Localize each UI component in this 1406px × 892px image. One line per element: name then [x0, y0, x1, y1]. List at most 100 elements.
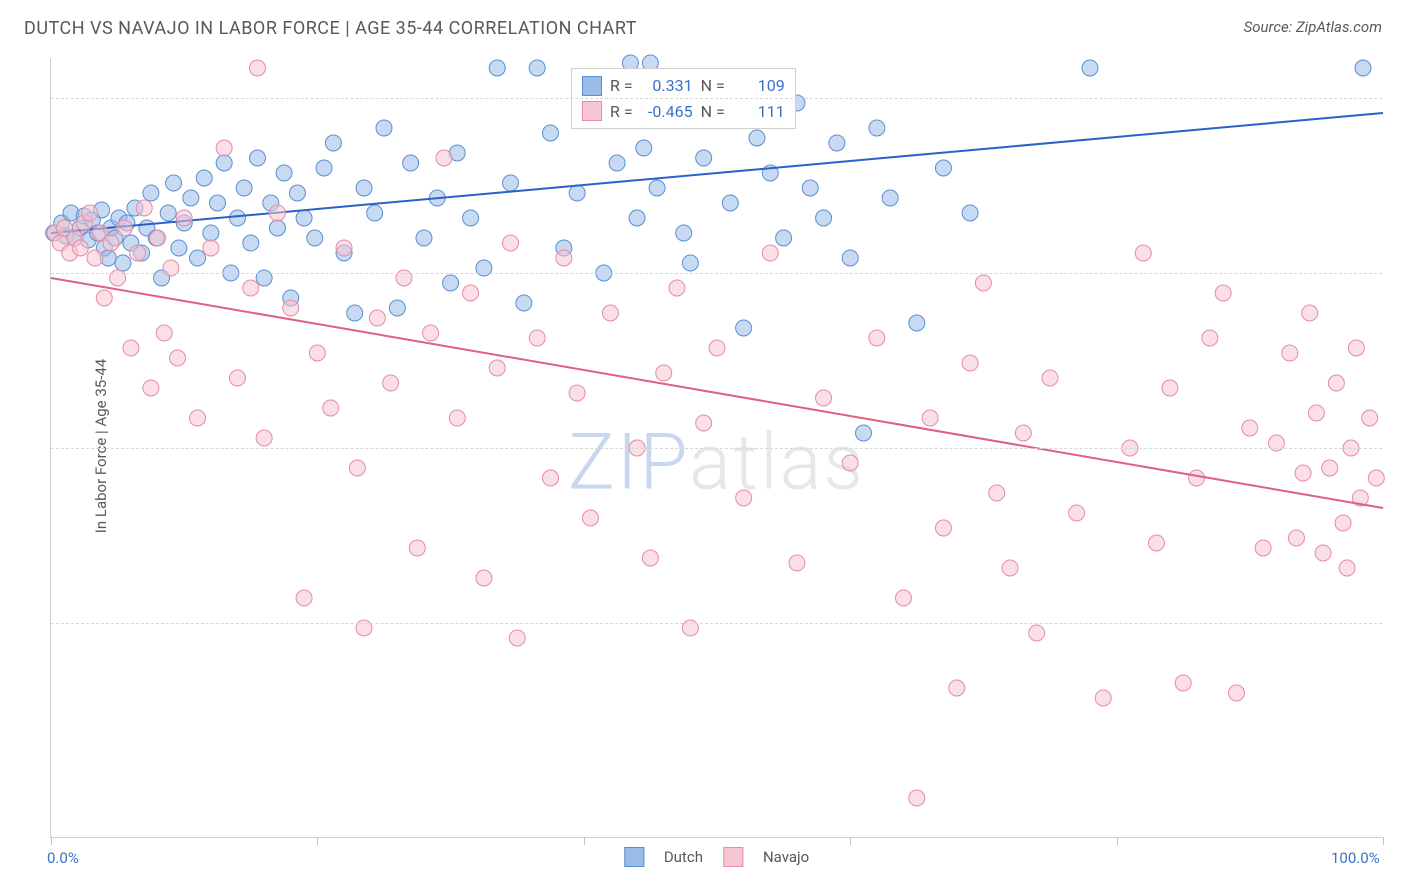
scatter-point	[909, 315, 925, 331]
scatter-point	[736, 320, 752, 336]
scatter-point	[935, 520, 951, 536]
scatter-point	[669, 280, 685, 296]
scatter-point	[409, 540, 425, 556]
scatter-point	[1175, 675, 1191, 691]
scatter-point	[416, 230, 432, 246]
scatter-point	[356, 180, 372, 196]
scatter-point	[1328, 375, 1344, 391]
scatter-point	[503, 175, 519, 191]
scatter-point	[1162, 380, 1178, 396]
scatter-point	[816, 210, 832, 226]
scatter-point	[556, 250, 572, 266]
scatter-point	[1339, 560, 1355, 576]
scatter-point	[170, 350, 186, 366]
scatter-point	[229, 210, 245, 226]
scatter-point	[762, 245, 778, 261]
scatter-point	[229, 370, 245, 386]
scatter-point	[609, 155, 625, 171]
swatch-dutch-b	[624, 847, 644, 867]
scatter-point	[516, 295, 532, 311]
scatter-point	[130, 245, 146, 261]
scatter-point	[529, 60, 545, 76]
scatter-point	[696, 150, 712, 166]
scatter-point	[383, 375, 399, 391]
scatter-point	[243, 280, 259, 296]
scatter-point	[1242, 420, 1258, 436]
scatter-point	[895, 590, 911, 606]
scatter-point	[123, 340, 139, 356]
scatter-point	[449, 410, 465, 426]
scatter-point	[935, 160, 951, 176]
scatter-point	[543, 125, 559, 141]
scatter-point	[325, 135, 341, 151]
scatter-point	[1288, 530, 1304, 546]
scatter-point	[856, 425, 872, 441]
scatter-point	[376, 120, 392, 136]
x-tick-label: 100.0%	[1331, 849, 1380, 867]
swatch-dutch	[582, 76, 602, 96]
scatter-point	[869, 330, 885, 346]
scatter-point	[143, 380, 159, 396]
scatter-point	[349, 460, 365, 476]
scatter-point	[203, 225, 219, 241]
scatter-point	[143, 185, 159, 201]
swatch-navajo-b	[723, 847, 743, 867]
scatter-point	[1255, 540, 1271, 556]
plot-area: ZIPatlas R = 0.331 N = 109 R = -0.465 N …	[50, 58, 1382, 838]
scatter-point	[1315, 545, 1331, 561]
scatter-point	[543, 470, 559, 486]
scatter-point	[1215, 285, 1231, 301]
scatter-point	[1362, 410, 1378, 426]
scatter-point	[1282, 345, 1298, 361]
scatter-point	[709, 340, 725, 356]
scatter-point	[1322, 460, 1338, 476]
scatter-point	[829, 135, 845, 151]
scatter-point	[171, 240, 187, 256]
scatter-point	[922, 410, 938, 426]
scatter-point	[602, 305, 618, 321]
scatter-point	[183, 190, 199, 206]
trend-line	[51, 278, 1383, 508]
legend-row-navajo: R = -0.465 N = 111	[582, 99, 785, 125]
scatter-point	[1135, 245, 1151, 261]
scatter-point	[569, 385, 585, 401]
scatter-point	[962, 355, 978, 371]
scatter-point	[503, 235, 519, 251]
scatter-point	[582, 510, 598, 526]
scatter-point	[115, 255, 131, 271]
scatter-point	[736, 490, 752, 506]
scatter-point	[156, 325, 172, 341]
scatter-point	[1228, 685, 1244, 701]
scatter-point	[1029, 625, 1045, 641]
scatter-point	[190, 410, 206, 426]
scatter-point	[160, 205, 176, 221]
scatter-point	[696, 415, 712, 431]
scatter-point	[236, 180, 252, 196]
scatter-point	[166, 175, 182, 191]
scatter-point	[176, 210, 192, 226]
scatter-point	[1348, 340, 1364, 356]
scatter-point	[569, 185, 585, 201]
scatter-point	[949, 680, 965, 696]
scatter-point	[962, 205, 978, 221]
scatter-point	[116, 220, 132, 236]
scatter-point	[722, 195, 738, 211]
scatter-point	[256, 430, 272, 446]
scatter-point	[869, 120, 885, 136]
scatter-point	[389, 300, 405, 316]
scatter-point	[1335, 515, 1351, 531]
scatter-point	[1002, 560, 1018, 576]
scatter-point	[1308, 405, 1324, 421]
scatter-point	[210, 195, 226, 211]
scatter-point	[190, 250, 206, 266]
scatter-point	[307, 230, 323, 246]
scatter-point	[82, 205, 98, 221]
scatter-point	[529, 330, 545, 346]
scatter-point	[87, 250, 103, 266]
scatter-point	[842, 250, 858, 266]
scatter-point	[1149, 535, 1165, 551]
scatter-point	[642, 550, 658, 566]
scatter-point	[682, 255, 698, 271]
scatter-point	[289, 185, 305, 201]
scatter-point	[1082, 60, 1098, 76]
